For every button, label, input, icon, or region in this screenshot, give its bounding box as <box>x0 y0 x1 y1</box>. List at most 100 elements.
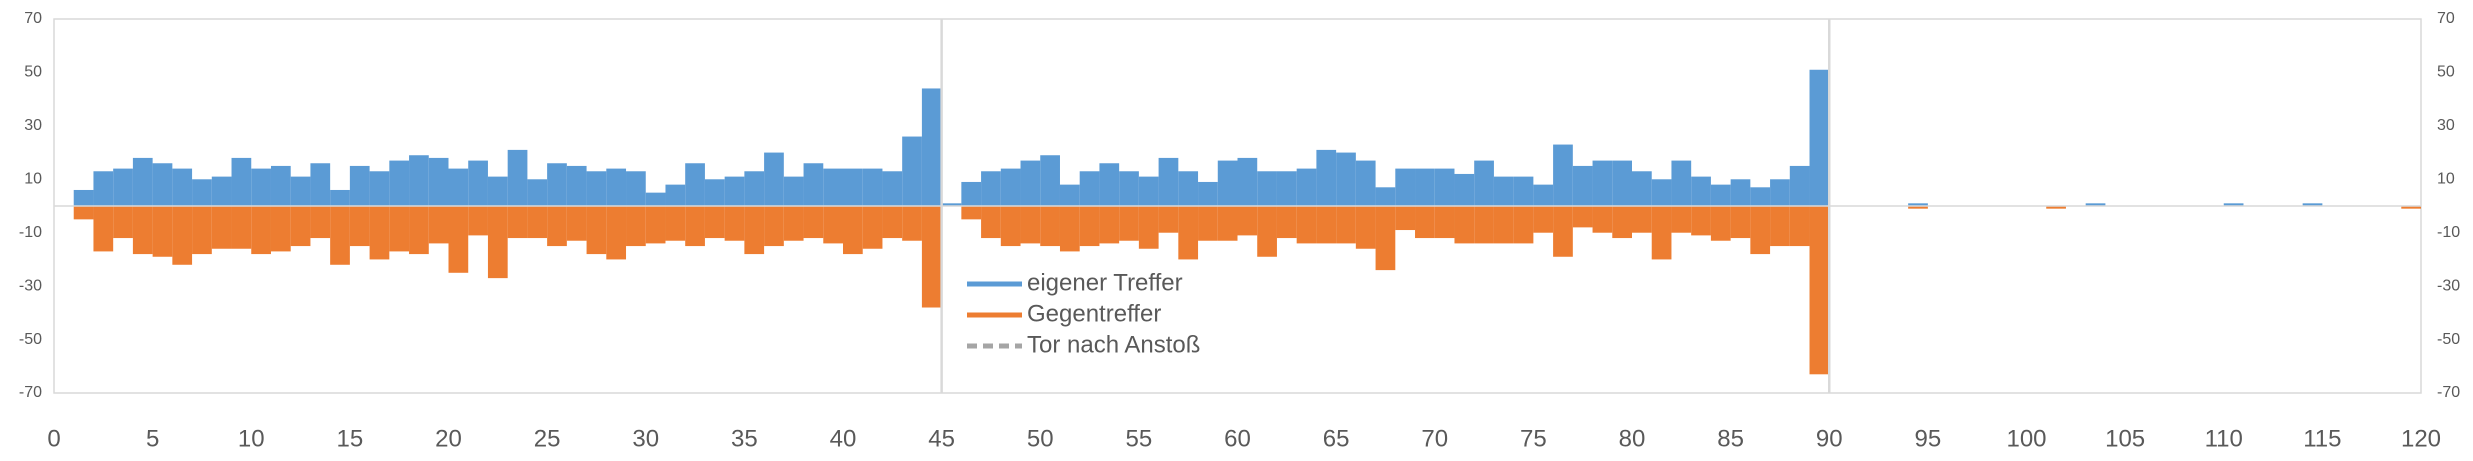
bar <box>1730 179 1751 206</box>
x-tick-label: 55 <box>1126 425 1153 452</box>
legend-label: Tor nach Anstoß <box>1027 331 1200 358</box>
bar <box>1493 176 1514 206</box>
bar <box>1592 206 1613 233</box>
bar <box>1257 206 1277 257</box>
bar <box>330 189 350 206</box>
bar <box>1474 160 1494 206</box>
bar <box>507 206 528 239</box>
bar <box>192 206 212 255</box>
bar <box>93 206 114 252</box>
bar <box>428 206 449 244</box>
bar <box>389 160 410 206</box>
bar <box>547 206 567 247</box>
bar <box>1020 160 1041 206</box>
bar <box>1355 160 1376 206</box>
bar <box>172 206 193 265</box>
bar <box>724 206 745 241</box>
bar <box>1178 171 1199 206</box>
bar <box>1789 165 1810 206</box>
y2-tick-label: -10 <box>2437 224 2460 241</box>
bar <box>1632 171 1652 206</box>
bar <box>487 206 508 279</box>
bar <box>132 206 153 255</box>
bar <box>1651 206 1672 260</box>
y-tick-label: 10 <box>24 171 42 188</box>
bar <box>2401 206 2421 209</box>
bar <box>1493 206 1514 244</box>
bar <box>586 206 607 255</box>
x-tick-label: 120 <box>2401 425 2441 452</box>
bar <box>2085 203 2106 206</box>
bar <box>1217 206 1238 241</box>
bar <box>1533 206 1554 233</box>
x-tick-label: 65 <box>1323 425 1350 452</box>
bar <box>645 206 666 244</box>
bar <box>1099 163 1120 206</box>
bar <box>803 163 824 206</box>
bar <box>1691 206 1711 236</box>
bar <box>369 206 390 260</box>
bar <box>211 176 232 206</box>
bar <box>1217 160 1238 206</box>
bar <box>251 206 271 255</box>
bar <box>1158 206 1179 233</box>
y-tick-label: 70 <box>24 10 42 27</box>
bar <box>665 184 686 206</box>
x-tick-label: 100 <box>2006 425 2046 452</box>
legend-label: eigener Treffer <box>1027 269 1183 296</box>
bar <box>1119 206 1139 241</box>
bar <box>744 171 765 206</box>
bar <box>1119 171 1139 206</box>
bar <box>586 171 607 206</box>
x-tick-label: 35 <box>731 425 758 452</box>
x-tick-label: 5 <box>146 425 159 452</box>
bar <box>231 206 252 249</box>
x-tick-label: 0 <box>47 425 60 452</box>
bar <box>981 206 1001 239</box>
bar <box>93 171 114 206</box>
x-tick-label: 90 <box>1816 425 1843 452</box>
bar <box>1789 206 1810 247</box>
y-tick-label: 50 <box>24 64 42 81</box>
x-tick-label: 70 <box>1421 425 1448 452</box>
y-tick-label: 30 <box>24 117 42 134</box>
bar <box>1513 176 1534 206</box>
bar <box>566 206 587 241</box>
bar <box>1710 184 1731 206</box>
bar <box>606 168 627 206</box>
bar <box>1395 206 1416 231</box>
bar <box>665 206 686 241</box>
bar <box>1375 187 1396 206</box>
bar <box>1908 206 1928 209</box>
bar <box>1079 206 1100 247</box>
bar <box>73 206 94 220</box>
bar <box>349 165 370 206</box>
bar <box>566 165 587 206</box>
bar <box>1296 206 1317 244</box>
bar <box>1316 149 1337 206</box>
bar <box>1572 206 1593 228</box>
bar <box>448 206 469 273</box>
x-tick-label: 110 <box>2205 425 2243 452</box>
bar <box>113 168 133 206</box>
bar <box>507 149 528 206</box>
bar <box>270 206 291 252</box>
bar <box>1671 206 1692 233</box>
bar <box>1434 206 1455 239</box>
bar <box>921 88 942 206</box>
bar <box>152 206 173 257</box>
bar <box>1533 184 1554 206</box>
bar <box>251 168 271 206</box>
bar <box>1138 176 1159 206</box>
bar <box>606 206 627 260</box>
bar <box>1415 206 1435 239</box>
bar <box>310 163 331 206</box>
x-tick-label: 20 <box>435 425 462 452</box>
bar <box>1750 206 1771 255</box>
bar <box>981 171 1001 206</box>
x-tick-label: 75 <box>1520 425 1547 452</box>
x-tick-label: 85 <box>1717 425 1744 452</box>
bar <box>704 179 725 206</box>
bar <box>1375 206 1396 271</box>
bar <box>1336 152 1356 206</box>
